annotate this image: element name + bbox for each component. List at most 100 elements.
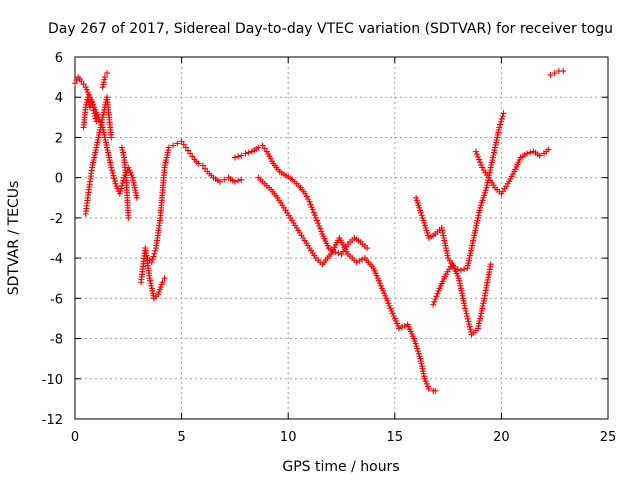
data-point [72,80,78,87]
y-tick-label: -4 [50,252,63,267]
series-track-2 [82,94,115,217]
x-tick-label: 15 [387,430,404,445]
data-point [149,256,156,263]
data-point [474,153,481,160]
data-points [72,68,567,394]
data-point [499,113,506,120]
data-point [91,112,98,119]
data-point [462,308,469,315]
series-track-9 [255,174,439,394]
data-point [116,190,123,197]
data-point [432,387,439,394]
data-point [78,78,85,85]
data-point [103,70,110,77]
series-track-5 [118,144,132,221]
data-point [125,214,132,221]
data-point [497,118,504,125]
data-point [462,305,469,312]
data-point [310,209,317,216]
data-point [174,140,181,147]
data-point [110,172,117,179]
data-point [108,134,115,141]
data-point [425,385,432,392]
data-point [261,145,268,152]
ticks [74,56,609,420]
data-point [161,275,168,282]
data-point [118,185,125,192]
data-point [487,261,494,268]
data-point [195,160,202,167]
data-point [307,201,314,208]
y-tick-label: -10 [42,373,63,388]
data-point [255,144,262,151]
data-point [466,323,473,330]
data-point [551,70,558,77]
data-point [317,225,324,232]
data-point [463,310,470,317]
data-point [435,287,442,294]
y-tick-label: 6 [55,51,63,66]
y-tick-label: -8 [50,333,63,348]
data-point [476,156,483,163]
data-point [523,150,530,157]
data-point [148,259,155,266]
data-point [93,118,100,125]
data-point [312,214,319,221]
data-point [305,196,312,203]
data-point [216,178,223,185]
data-point [467,326,474,333]
series-track-6 [138,245,168,302]
data-point [560,68,567,75]
data-point [396,325,403,332]
data-point [152,247,159,254]
data-point [308,204,315,211]
data-point [401,322,408,329]
data-point [465,321,472,328]
data-point [231,178,238,185]
data-point [150,253,157,260]
data-point [477,159,484,166]
series-track-1 [72,74,140,201]
series-track-11 [430,261,494,338]
data-point [242,150,249,157]
data-point [465,318,472,325]
data-point [536,152,543,159]
data-point [180,141,187,148]
data-point [187,150,194,157]
data-point [108,164,115,171]
data-point [356,257,363,264]
data-point [165,144,172,151]
data-point [306,198,313,205]
data-point [496,124,503,131]
gridlines [75,57,608,419]
series-track-4 [99,70,110,91]
data-point [318,228,325,235]
data-point [170,142,177,149]
data-point [235,153,242,160]
series-track-12 [472,146,552,197]
series-track-7 [144,138,245,266]
data-point [434,290,441,297]
data-point [498,115,505,122]
y-tick-label: -6 [50,292,63,307]
data-point [259,142,266,149]
x-tick-label: 20 [493,430,510,445]
data-point [478,161,485,168]
data-point [461,266,468,273]
y-tick-label: 2 [55,131,63,146]
data-point [111,175,118,182]
data-point [92,115,99,122]
data-point [457,267,464,274]
data-point [527,149,534,156]
data-point [91,110,98,117]
data-point [202,165,209,172]
data-point [109,169,116,176]
x-axis-label: GPS time / hours [282,459,399,475]
y-axis-label: SDTVAR / TECUs [6,181,22,296]
data-point [80,81,87,88]
data-point [316,222,323,229]
data-point [464,313,471,320]
series-track-10 [413,110,507,274]
data-point [359,256,366,263]
chart-title: Day 267 of 2017, Sidereal Day-to-day VTE… [48,21,613,37]
